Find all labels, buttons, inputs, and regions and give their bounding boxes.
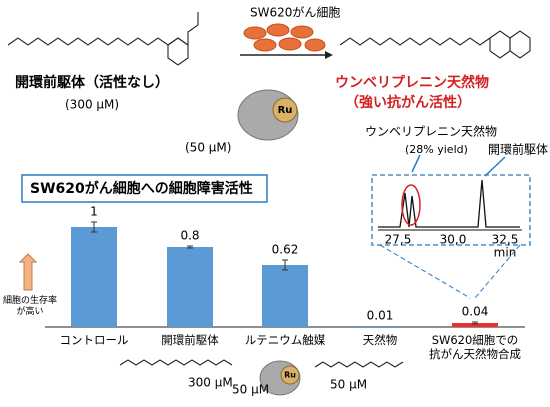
small-ru: [280, 365, 300, 385]
bar: [452, 323, 498, 327]
product-ring2: [509, 30, 531, 59]
small-product: [314, 361, 404, 368]
cells-label: SW620がん細胞: [250, 5, 340, 20]
chrom-unit: min: [494, 246, 517, 260]
value-label: 0.01: [367, 309, 394, 323]
chart-title: SW620がん細胞への細胞障害活性: [30, 180, 253, 197]
small-ru-label: Ru: [284, 371, 296, 380]
title-box: [21, 174, 268, 203]
chrom-yield: (28% yield): [405, 143, 468, 156]
pointer: [484, 156, 506, 177]
x-tick-label: コントロール: [59, 333, 129, 347]
small-precursor: [119, 359, 233, 366]
product-molecule: [339, 37, 491, 46]
product-ring1: [489, 30, 511, 59]
chrom-tick: 27,5: [385, 233, 412, 247]
precursor-molecule: [7, 12, 199, 47]
ru-label: Ru: [278, 105, 293, 116]
connector: [474, 244, 521, 299]
value-label: 0.8: [180, 229, 199, 243]
trace: [378, 179, 520, 228]
conc-label: 50 μM: [232, 383, 269, 397]
precursor-label: 開環前駆体（活性なし）: [15, 74, 169, 91]
bar: [167, 247, 213, 327]
survival-arrow: [18, 253, 38, 291]
bar: [262, 265, 308, 327]
bar: [71, 227, 117, 327]
chrom-tick: 32,5: [492, 233, 519, 247]
x-tick-label: 開環前駆体: [161, 333, 219, 347]
chrom-tick: 30,0: [440, 233, 467, 247]
x-tick-label: SW620細胞での 抗がん天然物合成: [429, 333, 521, 361]
conc-label: 300 μM: [188, 376, 233, 390]
connector: [379, 244, 471, 299]
bar: [357, 326, 403, 327]
value-label: 0.04: [462, 305, 489, 319]
cells: [243, 23, 326, 52]
x-tick-label: 天然物: [362, 333, 398, 347]
y-axis-label: 細胞の生存率 が高い: [2, 296, 57, 317]
highlight: [401, 184, 421, 226]
chrom-product-label: ウンベリプレニン天然物: [365, 124, 497, 139]
pointer: [411, 154, 421, 173]
precursor-ring: [167, 37, 189, 66]
product-label: ウンベリプレニン天然物: [335, 74, 489, 91]
x-tick-label: ルテニウム触媒: [244, 333, 326, 347]
conc-label: 50 μM: [330, 378, 367, 392]
catalyst-conc: (50 μM): [185, 141, 231, 155]
value-label: 1: [90, 205, 98, 219]
product-note: （強い抗がん活性）: [345, 94, 471, 111]
value-label: 0.62: [272, 243, 299, 257]
chrom-precursor-label: 開環前駆体: [488, 142, 548, 157]
arrow-head: [325, 51, 333, 59]
precursor-conc: (300 μM): [65, 98, 119, 112]
inset-box: [371, 174, 531, 246]
ru-ball: [272, 97, 298, 123]
